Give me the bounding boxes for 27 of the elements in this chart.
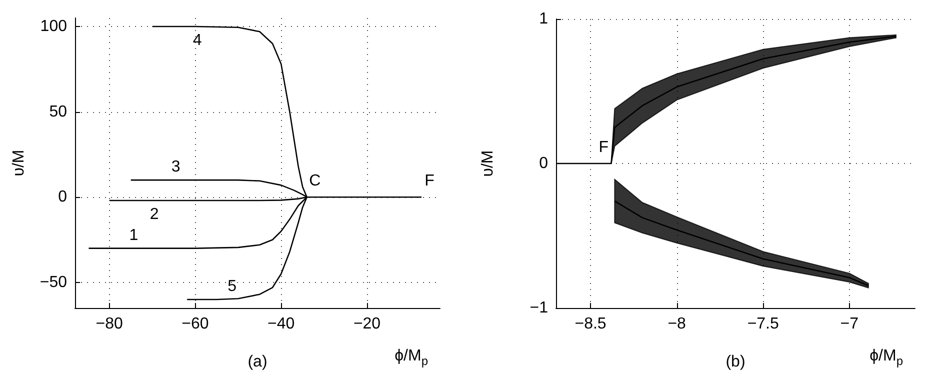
x-tick-label: −7.5 [747, 316, 780, 332]
x-tick-label: −8 [668, 316, 686, 332]
text: (a) [248, 354, 268, 370]
x-tick-label: −40 [268, 316, 295, 332]
text: (b) [726, 354, 746, 370]
y-tick-label: 0 [58, 188, 68, 206]
series-label: 1 [129, 226, 138, 244]
series-label: 5 [228, 278, 237, 295]
y-tick-label: 50 [49, 103, 68, 120]
series-label: 4 [192, 32, 202, 50]
y-axis-title: υ/M [480, 150, 496, 177]
x-tick-label: −60 [182, 316, 209, 332]
x-tick-label: −20 [353, 316, 381, 332]
series-label: 3 [171, 158, 180, 176]
y-axis-title: υ/M [10, 150, 28, 176]
x-tick-label: −8.5 [574, 316, 606, 332]
series-label: 2 [150, 206, 159, 224]
y-tick-label: −1 [530, 300, 548, 316]
y-tick-label: −50 [40, 274, 68, 291]
x-tick-label: −80 [96, 316, 124, 332]
y-tick-label: 100 [40, 18, 68, 36]
y-tick-label: 0 [539, 155, 548, 172]
annotation: F [424, 172, 435, 190]
annotation: F [598, 139, 609, 156]
annotation: C [309, 172, 321, 190]
x-tick-label: −7 [840, 316, 859, 332]
y-tick-label: 1 [539, 10, 548, 28]
